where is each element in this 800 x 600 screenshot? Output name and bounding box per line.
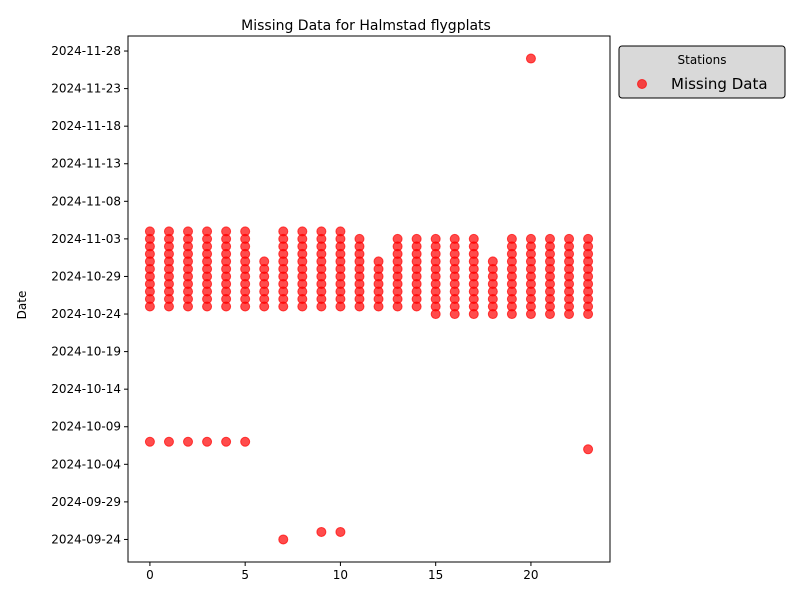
data-point — [487, 256, 498, 267]
scatter-points — [144, 53, 594, 545]
data-point — [316, 526, 327, 537]
data-point — [183, 226, 194, 237]
y-tick-label: 2024-10-24 — [51, 307, 121, 321]
data-point — [183, 436, 194, 447]
x-tick-label: 0 — [146, 568, 154, 582]
data-point — [564, 233, 575, 244]
y-tick-label: 2024-10-04 — [51, 457, 121, 471]
y-tick-label: 2024-10-29 — [51, 269, 121, 283]
data-point — [525, 233, 536, 244]
legend[interactable]: Stations Missing Data — [618, 45, 786, 99]
data-point — [583, 444, 594, 455]
data-point — [411, 233, 422, 244]
data-point — [525, 53, 536, 64]
data-point — [335, 226, 346, 237]
data-point — [202, 436, 213, 447]
y-tick-label: 2024-11-13 — [51, 157, 121, 171]
x-tick-label: 10 — [333, 568, 348, 582]
data-point — [240, 226, 251, 237]
y-tick-label: 2024-10-14 — [51, 382, 121, 396]
data-point — [163, 436, 174, 447]
data-point — [278, 534, 289, 545]
data-point — [430, 233, 441, 244]
legend-marker — [637, 79, 647, 89]
data-point — [297, 226, 308, 237]
y-tick-label: 2024-11-28 — [51, 44, 121, 58]
y-tick-label: 2024-11-23 — [51, 82, 121, 96]
x-axis-ticks: 0 5 10 15 20 — [146, 562, 539, 582]
legend-title: Stations — [678, 53, 727, 67]
y-tick-label: 2024-11-18 — [51, 119, 121, 133]
y-tick-label: 2024-11-08 — [51, 194, 121, 208]
data-point — [144, 436, 155, 447]
data-point — [259, 256, 270, 267]
data-point — [468, 233, 479, 244]
data-point — [335, 526, 346, 537]
y-tick-label: 2024-11-03 — [51, 232, 121, 246]
y-tick-label: 2024-09-24 — [51, 532, 121, 546]
y-tick-label: 2024-09-29 — [51, 495, 121, 509]
data-point — [373, 256, 384, 267]
legend-label: Missing Data — [671, 75, 768, 93]
data-point — [240, 436, 251, 447]
chart-title: Missing Data for Halmstad flygplats — [241, 18, 491, 34]
y-axis-ticks: 2024-09-24 2024-09-29 2024-10-04 2024-10-09… — [51, 44, 128, 546]
x-tick-label: 15 — [428, 568, 443, 582]
data-point — [202, 226, 213, 237]
y-axis-label: Date — [15, 291, 29, 320]
data-point — [583, 233, 594, 244]
data-point — [221, 226, 232, 237]
plot-frame — [127, 35, 611, 563]
x-tick-label: 5 — [241, 568, 249, 582]
data-point — [544, 233, 555, 244]
data-point — [163, 226, 174, 237]
data-point — [506, 233, 517, 244]
legend-box — [618, 45, 786, 99]
data-point — [221, 436, 232, 447]
y-tick-label: 2024-10-09 — [51, 420, 121, 434]
data-point — [316, 226, 327, 237]
data-point — [449, 233, 460, 244]
data-point — [144, 226, 155, 237]
data-point — [278, 226, 289, 237]
data-point — [392, 233, 403, 244]
data-point — [354, 233, 365, 244]
y-tick-label: 2024-10-19 — [51, 345, 121, 359]
x-tick-label: 20 — [523, 568, 538, 582]
